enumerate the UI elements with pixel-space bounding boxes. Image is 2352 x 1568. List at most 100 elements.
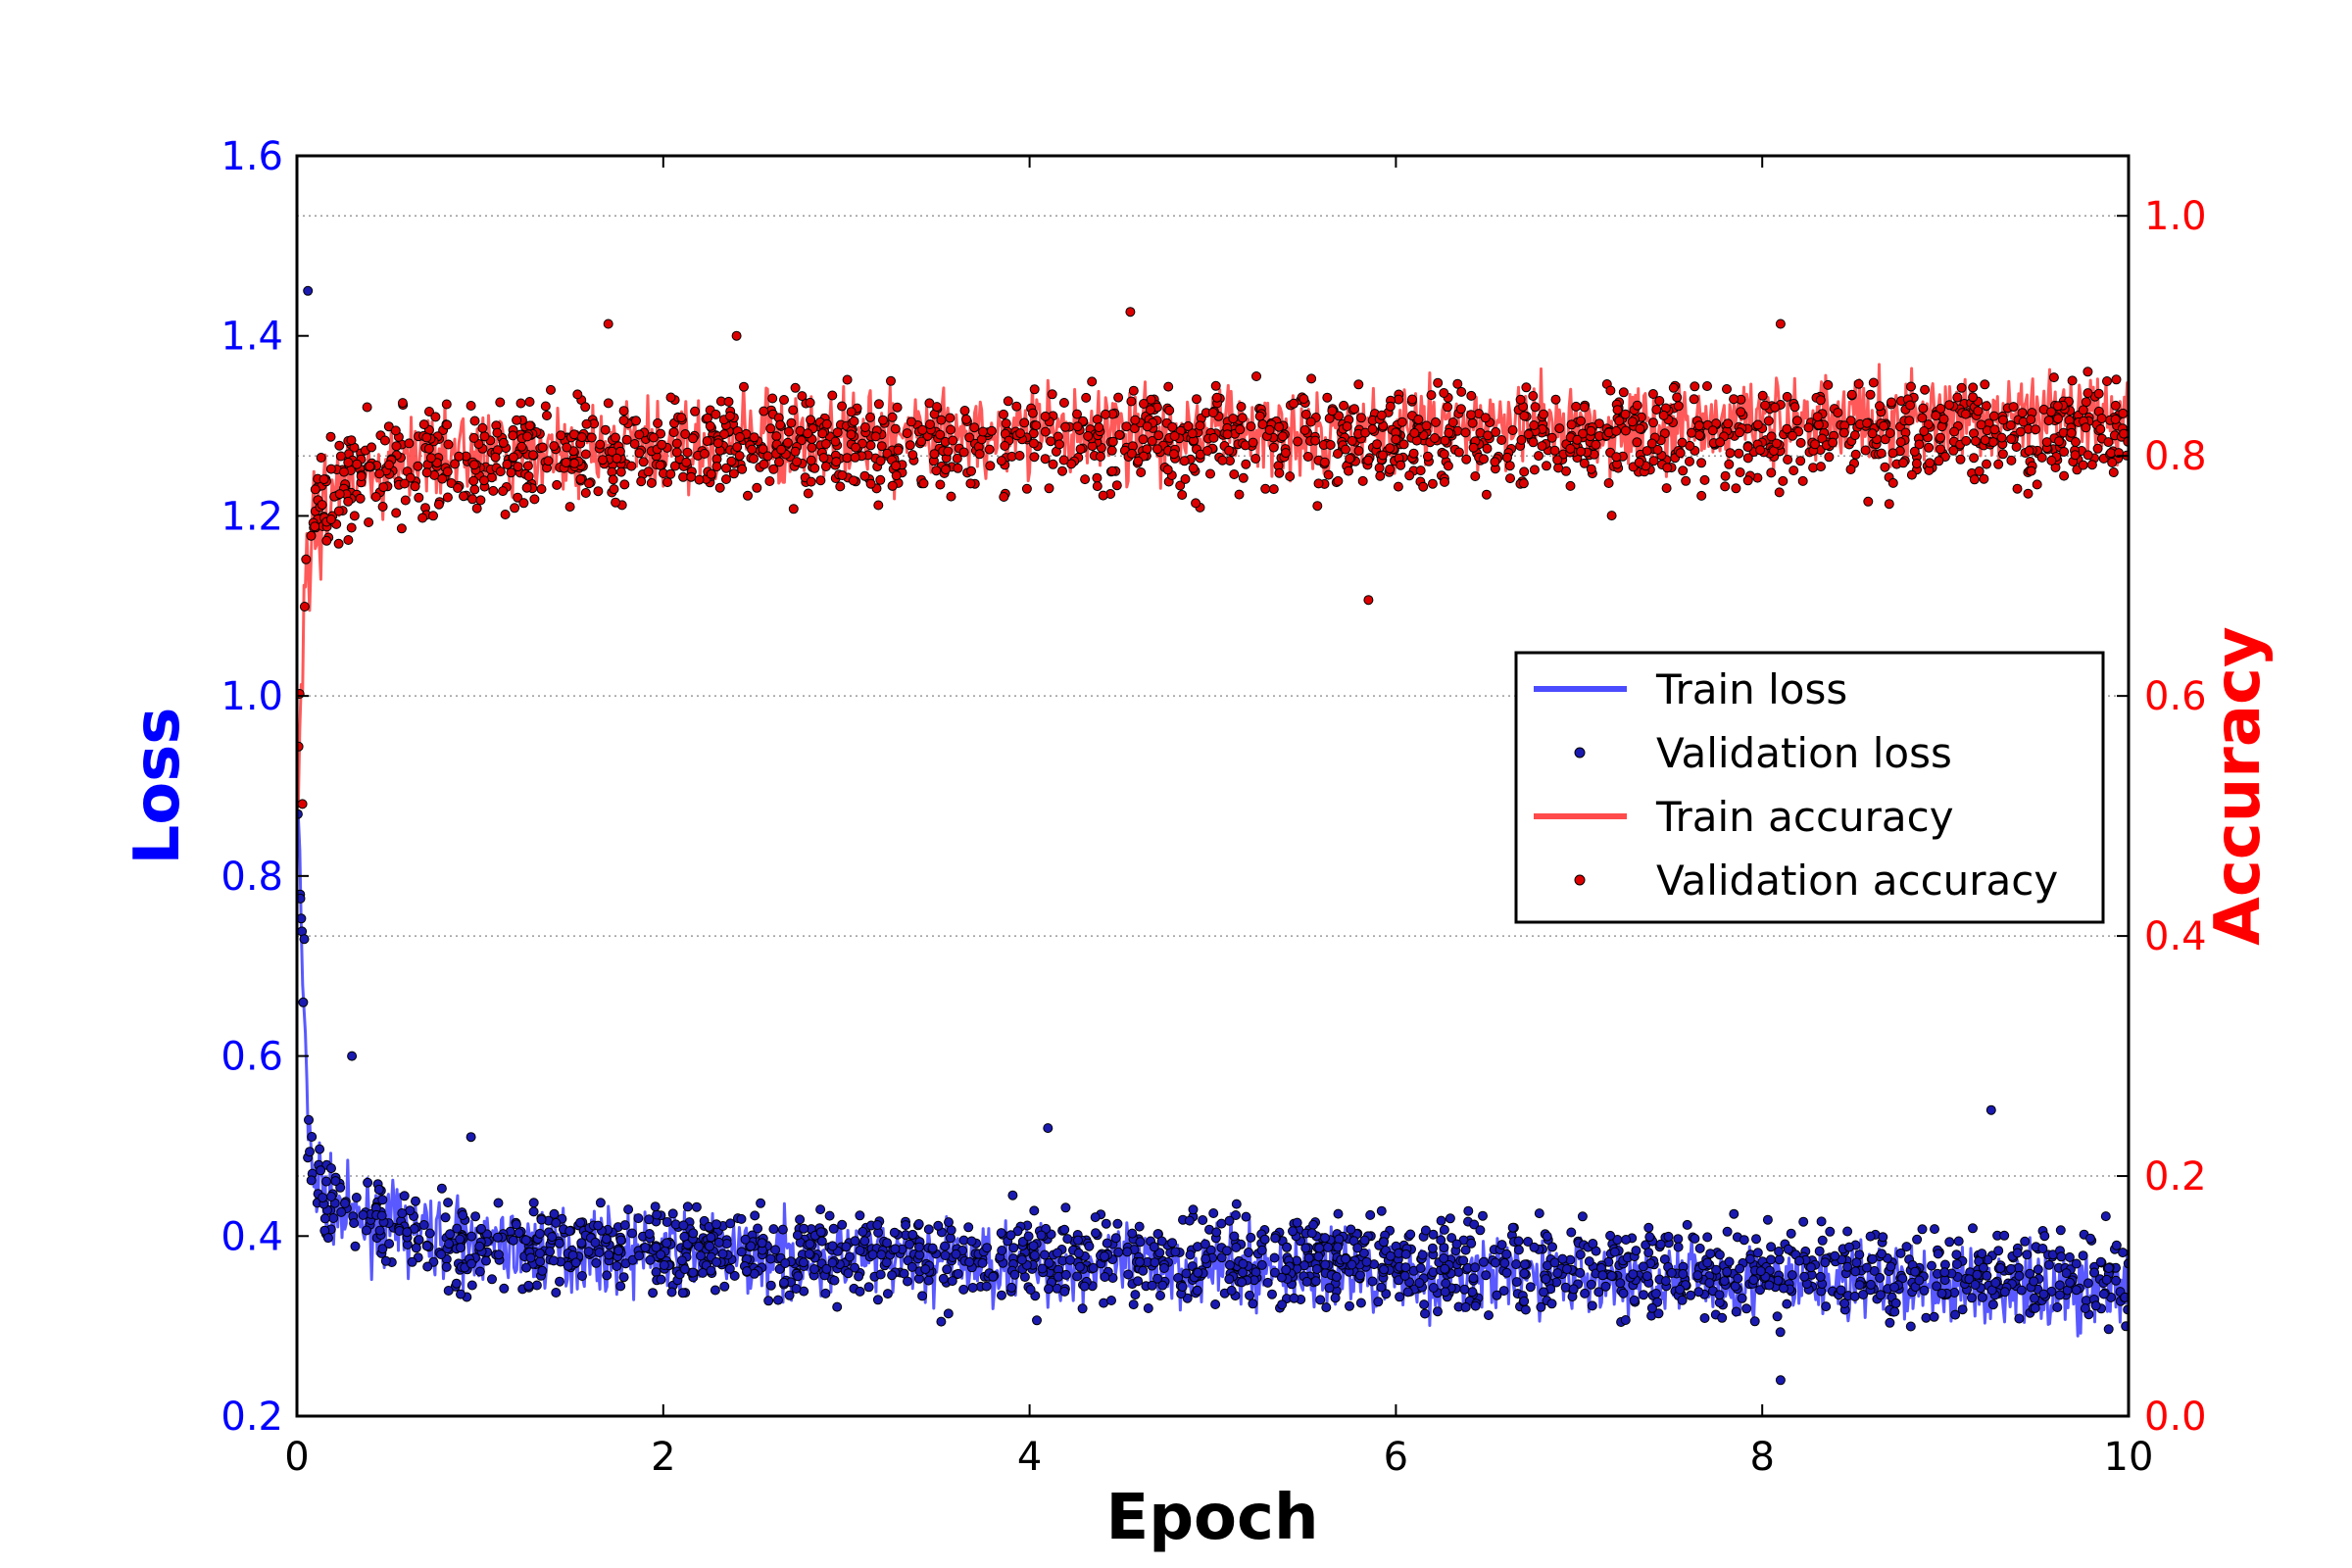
validation-accuracy-points-point	[1886, 397, 1896, 408]
validation-loss-points-point	[1733, 1273, 1743, 1284]
validation-loss-points-point	[1646, 1302, 1657, 1313]
validation-loss-points-point	[315, 1144, 325, 1154]
validation-accuracy-points-point	[1690, 381, 1700, 392]
validation-loss-points-point	[1682, 1219, 1692, 1230]
validation-accuracy-points-point	[524, 420, 535, 431]
validation-loss-points-point	[458, 1210, 468, 1220]
validation-accuracy-points-point	[1689, 394, 1699, 405]
validation-loss-points-point	[1135, 1237, 1146, 1248]
validation-accuracy-points-point	[783, 426, 794, 437]
validation-accuracy-points-point	[317, 500, 327, 511]
validation-accuracy-points-point	[1398, 439, 1409, 450]
validation-loss-points-point	[1135, 1256, 1145, 1267]
validation-loss-points-point	[1979, 1262, 1988, 1273]
validation-accuracy-points-point	[1618, 387, 1629, 398]
validation-loss-points-point	[1246, 1232, 1256, 1243]
validation-accuracy-points-point	[1254, 411, 1265, 421]
validation-accuracy-points-point	[886, 375, 896, 386]
validation-loss-points-point	[1466, 1238, 1477, 1249]
validation-loss-points-point	[1040, 1250, 1050, 1260]
validation-accuracy-points-point	[619, 479, 630, 490]
validation-loss-points-point	[1519, 1268, 1530, 1279]
validation-accuracy-points-point	[1766, 467, 1777, 478]
validation-loss-points-point	[1311, 1264, 1322, 1274]
validation-accuracy-points-point	[890, 423, 901, 434]
validation-accuracy-points-point	[1353, 379, 1364, 390]
validation-loss-points-point	[298, 997, 309, 1007]
validation-loss-points-point	[575, 1217, 586, 1228]
validation-accuracy-points-point	[1722, 384, 1732, 394]
validation-accuracy-points-point	[442, 419, 453, 430]
validation-loss-points-point	[445, 1229, 456, 1240]
validation-accuracy-points-point	[668, 427, 679, 438]
validation-accuracy-points-point	[1815, 395, 1826, 406]
validation-loss-points-point	[2014, 1270, 2025, 1281]
validation-accuracy-points-point	[671, 438, 682, 449]
validation-loss-points-point	[1381, 1289, 1392, 1299]
validation-accuracy-points-point	[1142, 421, 1152, 432]
validation-loss-points-point	[1666, 1267, 1677, 1278]
validation-loss-points-outlier	[299, 934, 310, 945]
validation-loss-points-point	[1367, 1276, 1378, 1287]
validation-accuracy-points-point	[2024, 446, 2034, 456]
validation-loss-points-point	[2089, 1267, 2099, 1278]
validation-accuracy-points-point	[806, 455, 816, 466]
validation-loss-points-point	[441, 1261, 452, 1272]
validation-loss-points-point	[1587, 1300, 1597, 1311]
validation-accuracy-points-point	[1936, 432, 1945, 443]
validation-accuracy-points-point	[1349, 404, 1359, 415]
validation-accuracy-points-point	[1019, 417, 1030, 428]
validation-accuracy-points-point	[471, 503, 482, 514]
validation-accuracy-points-point	[905, 440, 915, 451]
validation-accuracy-points-point	[1260, 483, 1271, 494]
validation-accuracy-points-point	[1490, 457, 1500, 467]
validation-accuracy-points-point	[2078, 405, 2088, 416]
validation-accuracy-points-point	[1949, 426, 1960, 437]
validation-accuracy-points-point	[1504, 461, 1515, 471]
validation-accuracy-points-point	[1080, 474, 1091, 485]
validation-loss-points-point	[1077, 1303, 1088, 1314]
validation-accuracy-points-point	[1015, 428, 1026, 439]
validation-accuracy-points-point	[299, 602, 310, 612]
validation-loss-points-point	[1541, 1274, 1551, 1285]
validation-loss-points-point	[1155, 1291, 1165, 1300]
validation-loss-points-point	[1927, 1260, 1936, 1271]
validation-accuracy-points-point	[418, 419, 429, 430]
validation-accuracy-points-point	[978, 426, 988, 437]
validation-accuracy-points-point	[1816, 462, 1826, 472]
validation-accuracy-points-point	[498, 486, 509, 497]
validation-loss-points-point	[710, 1285, 720, 1296]
validation-accuracy-points-point	[355, 493, 366, 504]
validation-loss-points-point	[756, 1198, 766, 1208]
validation-accuracy-points-point	[646, 477, 657, 488]
validation-accuracy-points-point	[1153, 430, 1164, 441]
validation-loss-points-outlier	[1985, 1104, 1996, 1115]
validation-accuracy-points-point	[2046, 456, 2057, 466]
validation-loss-points-point	[1441, 1278, 1451, 1289]
validation-accuracy-points-point	[1838, 427, 1849, 438]
validation-loss-points-point	[1817, 1235, 1828, 1246]
validation-loss-points-point	[1143, 1303, 1153, 1313]
validation-loss-points-point	[706, 1265, 716, 1276]
validation-accuracy-points-point	[334, 440, 345, 451]
validation-accuracy-points-point	[1989, 424, 2000, 435]
validation-accuracy-points-point	[1431, 416, 1441, 427]
validation-loss-points-point	[1653, 1308, 1664, 1319]
validation-loss-points-point	[1475, 1225, 1486, 1236]
validation-loss-points-point	[534, 1228, 545, 1239]
validation-accuracy-points-point	[806, 415, 816, 425]
validation-loss-points-point	[1560, 1282, 1571, 1293]
validation-accuracy-points-point	[764, 476, 775, 486]
validation-loss-points-point	[1289, 1293, 1299, 1303]
validation-accuracy-points-point	[608, 474, 618, 485]
validation-loss-points-point	[1968, 1223, 1978, 1234]
validation-loss-points-point	[1568, 1284, 1579, 1295]
validation-loss-points-point	[1774, 1254, 1785, 1265]
validation-accuracy-points-point	[370, 492, 381, 502]
validation-accuracy-points-point	[1014, 451, 1025, 461]
validation-accuracy-points-point	[325, 514, 336, 524]
validation-loss-points-point	[1478, 1256, 1489, 1267]
validation-loss-points-point	[487, 1274, 497, 1285]
right-tick-label-0.4: 0.4	[2144, 914, 2207, 959]
validation-loss-points-point	[827, 1241, 838, 1251]
